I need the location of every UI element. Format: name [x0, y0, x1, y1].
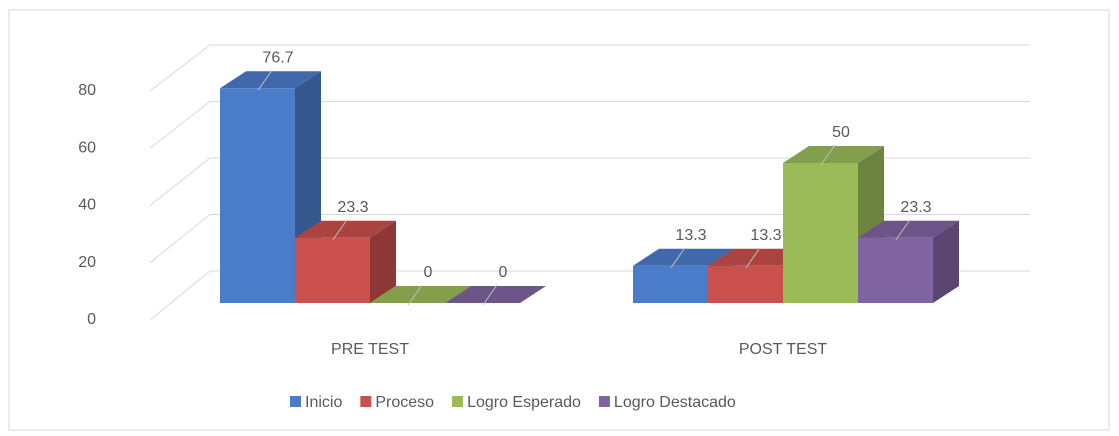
bar-top — [370, 286, 471, 303]
data-label: 76.7 — [262, 49, 293, 66]
bar-top — [220, 71, 321, 89]
y-tick-label: 80 — [78, 82, 96, 99]
leader-line — [820, 144, 836, 166]
bar — [295, 237, 370, 303]
data-label: 13.3 — [750, 227, 781, 244]
grid-line — [149, 157, 1030, 206]
legend-label: Proceso — [375, 394, 434, 411]
data-label: 0 — [499, 264, 508, 281]
bar — [633, 265, 708, 303]
leader-line — [895, 219, 911, 241]
leader-line — [745, 247, 761, 269]
bar-top — [633, 248, 734, 266]
legend-label: Logro Destacado — [614, 394, 736, 411]
legend-label: Logro Esperado — [467, 394, 581, 411]
grid-line — [149, 101, 1030, 149]
legend-swatch — [290, 396, 301, 407]
leader-line — [407, 284, 423, 306]
bar-side — [370, 220, 396, 303]
bar-top — [445, 286, 546, 303]
bar — [220, 88, 295, 304]
data-label: 23.3 — [337, 199, 368, 216]
chart-border — [8, 9, 1110, 431]
grid-line — [149, 214, 1030, 264]
bar-top — [295, 220, 396, 238]
y-tick-label: 60 — [78, 139, 96, 156]
y-tick-label: 20 — [78, 254, 96, 271]
data-label: 0 — [424, 264, 433, 281]
bar — [708, 265, 783, 303]
legend-swatch — [452, 396, 464, 407]
bar — [858, 237, 933, 303]
grid-line — [149, 44, 1030, 92]
legend-label: Inicio — [305, 394, 342, 411]
leader-line — [670, 247, 686, 269]
leader-line — [332, 219, 348, 241]
bar-top — [783, 146, 884, 163]
leader-line — [482, 284, 498, 306]
data-label: 13.3 — [675, 227, 706, 244]
data-label: 50 — [832, 124, 850, 141]
x-tick-label: POST TEST — [739, 341, 828, 358]
legend-swatch — [598, 396, 610, 407]
bar-top — [858, 220, 959, 238]
legend-swatch — [360, 396, 372, 407]
x-tick-label: PRE TEST — [331, 341, 409, 358]
y-tick-label: 40 — [78, 197, 96, 214]
bar — [783, 163, 858, 303]
y-tick-label: 0 — [87, 311, 96, 328]
leader-line — [257, 69, 273, 91]
data-label: 23.3 — [900, 199, 931, 216]
bar-side — [933, 220, 959, 303]
